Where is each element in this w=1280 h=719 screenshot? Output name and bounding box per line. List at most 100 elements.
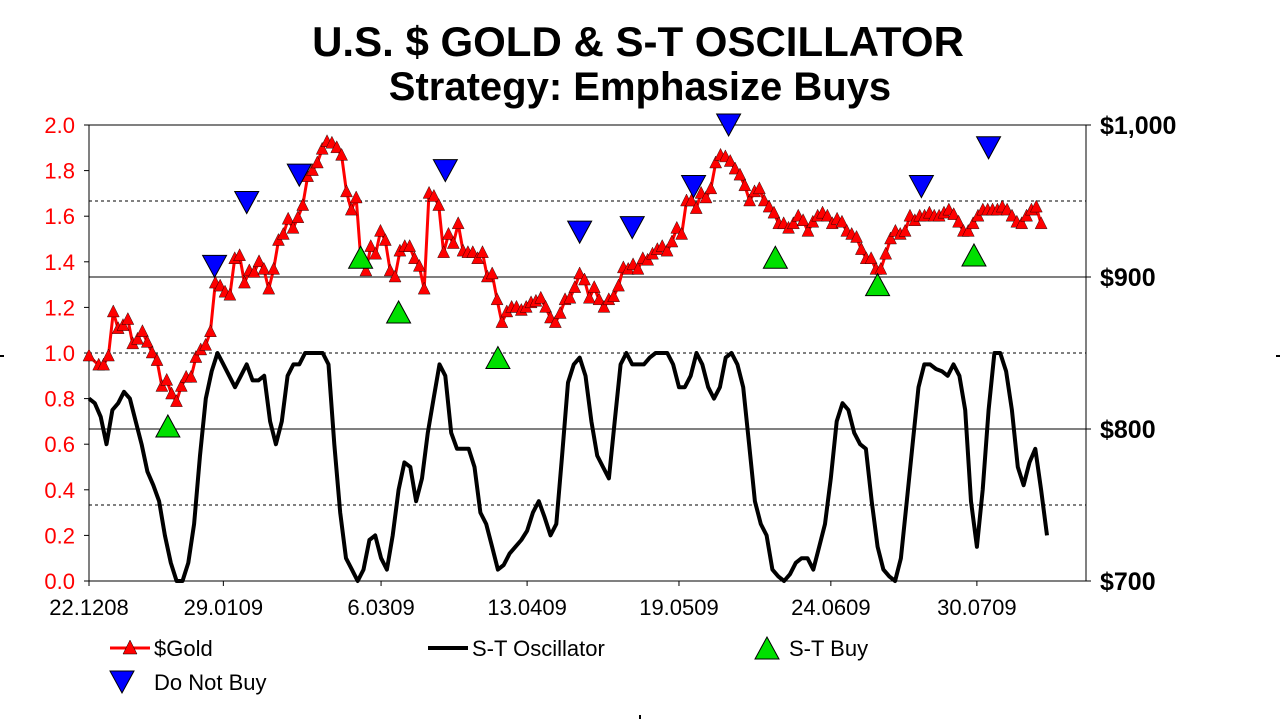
do-not-buy-marker xyxy=(715,113,742,138)
do-not-buy-marker xyxy=(566,220,593,245)
gold-point xyxy=(767,205,781,219)
gold-point xyxy=(485,266,499,280)
gold-point xyxy=(665,234,679,248)
gold-point xyxy=(612,278,625,292)
buy-signal-marker xyxy=(485,345,511,370)
right-axis-tick-label: $800 xyxy=(1100,416,1156,444)
gold-point xyxy=(743,193,756,207)
gold-point xyxy=(1029,199,1043,213)
gold-point xyxy=(145,345,159,359)
gold-point xyxy=(466,245,480,258)
right-axis-tick-label: $900 xyxy=(1100,264,1156,292)
legend-item-oscillator: S-T Oscillator xyxy=(428,636,605,661)
gold-point xyxy=(82,348,96,362)
gold-point xyxy=(267,261,280,275)
left-axis-tick-label: 1.2 xyxy=(44,295,75,320)
gold-point xyxy=(136,324,149,337)
legend-swatch-marker xyxy=(754,635,780,660)
gold-point xyxy=(281,211,295,225)
gold-point xyxy=(204,324,217,337)
left-axis-tick-label: 0.0 xyxy=(44,569,75,594)
left-axis-tick-label: 0.2 xyxy=(44,523,75,548)
gold-point xyxy=(850,230,863,243)
gold-point xyxy=(728,161,742,175)
gold-point xyxy=(165,386,178,400)
gold-point xyxy=(947,207,961,220)
do-not-buy-marker xyxy=(975,136,1002,160)
gold-point xyxy=(330,140,344,154)
gold-point xyxy=(262,281,276,295)
gold-point xyxy=(476,245,489,258)
gold-point xyxy=(709,155,722,169)
gold-point xyxy=(174,378,188,392)
gold-point xyxy=(549,315,562,328)
gold-point xyxy=(121,312,135,325)
legend-label: S-T Buy xyxy=(789,636,868,661)
gold-point xyxy=(131,331,144,345)
gold-point xyxy=(340,184,353,198)
gold-point xyxy=(349,190,363,204)
gold-point xyxy=(597,299,611,313)
gold-point xyxy=(787,216,800,230)
gold-point xyxy=(884,231,897,245)
buy-signal-marker xyxy=(385,299,412,324)
chart-subtitle: Strategy: Emphasize Buys xyxy=(389,65,891,109)
gold-point xyxy=(374,223,387,237)
gold-point xyxy=(685,193,698,207)
gold-point xyxy=(879,246,893,260)
gold-point xyxy=(413,258,426,272)
gold-point xyxy=(704,181,718,195)
x-axis-tick-label: 29.0109 xyxy=(184,595,264,620)
gold-point xyxy=(699,190,713,204)
gold-point xyxy=(490,292,504,305)
gold-point xyxy=(223,287,237,301)
legend-item-buy: S-T Buy xyxy=(754,635,868,661)
left-axis-tick-label: 0.4 xyxy=(44,478,75,503)
gold-point xyxy=(286,220,300,234)
gold-point xyxy=(150,353,164,366)
gold-point xyxy=(315,141,329,155)
gold-point xyxy=(383,263,397,277)
edge-ticks xyxy=(0,355,1280,719)
gold-point xyxy=(247,264,261,278)
gold-point xyxy=(379,233,392,246)
gold-point xyxy=(102,348,115,362)
gold-point xyxy=(898,223,912,237)
do-not-buy-marker xyxy=(233,191,260,215)
gold-point xyxy=(291,210,305,223)
gold-point xyxy=(442,226,455,240)
gold-point xyxy=(874,261,888,275)
left-axis-tick-label: 0.6 xyxy=(44,432,75,457)
gold-point xyxy=(553,306,567,319)
gold-point xyxy=(757,193,771,207)
gold-point xyxy=(359,263,373,277)
gold-point xyxy=(160,372,174,386)
legend-swatch-marker xyxy=(109,670,135,695)
gold-point xyxy=(952,214,965,228)
gold-point xyxy=(670,220,684,234)
gold-point xyxy=(762,199,776,213)
gold-point xyxy=(855,242,868,255)
gridlines xyxy=(89,200,1086,506)
gold-point xyxy=(140,334,154,348)
chart-title: U.S. $ GOLD & S-T OSCILLATOR xyxy=(312,18,964,65)
gold-point xyxy=(578,272,591,286)
gold-point xyxy=(592,292,606,305)
gold-point xyxy=(364,239,378,252)
gold-point xyxy=(583,290,596,304)
gold-point xyxy=(447,236,460,249)
gold-point xyxy=(573,266,586,280)
gold-point xyxy=(1015,216,1029,230)
gold-point xyxy=(689,201,703,214)
x-axis-tick-label: 13.0409 xyxy=(487,595,567,620)
left-axis-tick-label: 2.0 xyxy=(44,113,75,138)
gold-point xyxy=(1034,216,1048,230)
left-axis: 0.0 0.2 0.4 0.6 0.8 1.0 1.2 1.4 1.6 1.8 2.0 xyxy=(44,113,89,594)
left-axis-tick-label: 1.4 xyxy=(44,250,75,275)
gold-point xyxy=(170,394,183,407)
gold-point xyxy=(369,246,382,260)
gold-point xyxy=(675,226,688,240)
gold-point xyxy=(796,213,810,226)
buy-signal-marker xyxy=(347,245,374,269)
